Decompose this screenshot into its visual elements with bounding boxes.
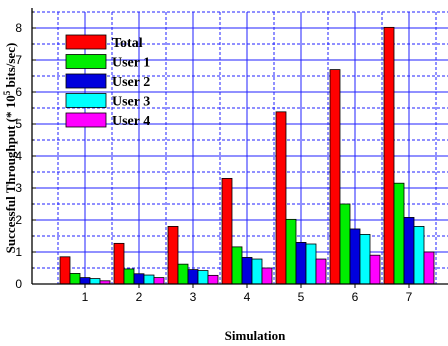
legend: Total User 1 User 2 User 3 User 4 [65, 34, 150, 129]
bar-user-1-sim-2 [123, 268, 135, 285]
bar-user-4-sim-6 [369, 254, 381, 285]
legend-label-user-2: User 2 [112, 75, 150, 90]
y-tick-label: 3 [15, 181, 22, 195]
bar-total-sim-3 [167, 225, 179, 285]
legend-swatch-user-3 [65, 93, 107, 108]
y-axis-title-exponent: 5 [2, 90, 12, 95]
y-tick-label: 0 [15, 277, 22, 291]
bar-user-4-sim-5 [315, 258, 327, 285]
x-tick-label: 1 [82, 290, 89, 304]
axes [31, 8, 448, 288]
bar-user-3-sim-3 [197, 270, 209, 285]
bar-user-2-sim-5 [295, 241, 307, 285]
x-tick-label: 4 [244, 290, 251, 304]
bar-user-3-sim-1 [89, 278, 101, 285]
bar-user-3-sim-5 [305, 243, 317, 285]
y-axis-title-suffix: bits/sec) [3, 43, 18, 91]
bar-total-sim-1 [59, 256, 71, 285]
bar-user-3-sim-2 [143, 274, 155, 285]
bar-user-4-sim-2 [153, 277, 165, 285]
legend-swatch-user-4 [65, 112, 107, 128]
tick-labels: 0 1 2 3 4 5 6 7 8 1 2 3 4 5 6 7 [15, 21, 412, 304]
bar-total-sim-4 [221, 177, 233, 285]
bar-user-2-sim-2 [133, 273, 145, 285]
x-tick-label: 7 [406, 290, 413, 304]
bar-user-2-sim-1 [79, 277, 91, 285]
bar-user-4-sim-4 [261, 267, 273, 285]
bar-user-2-sim-6 [349, 228, 361, 285]
bar-user-1-sim-7 [393, 182, 405, 285]
bar-user-2-sim-7 [403, 217, 415, 285]
x-tick-label: 2 [136, 290, 143, 304]
bar-total-sim-2 [113, 242, 125, 285]
bar-user-1-sim-6 [339, 203, 351, 285]
bar-user-3-sim-6 [359, 233, 371, 285]
bar-user-2-sim-4 [241, 257, 253, 285]
bar-total-sim-6 [329, 69, 341, 285]
bar-user-1-sim-3 [177, 263, 189, 285]
bar-user-4-sim-7 [423, 251, 435, 285]
y-axis-title: Successful Throughput (* 105 bits/sec) [2, 43, 18, 254]
bar-user-1-sim-4 [231, 246, 243, 285]
y-tick-label: 1 [15, 245, 22, 259]
y-tick-label: 6 [15, 85, 22, 99]
x-tick-label: 3 [190, 290, 197, 304]
legend-label-total: Total [112, 36, 143, 51]
legend-label-user-3: User 3 [112, 95, 150, 110]
y-tick-label: 7 [15, 53, 22, 67]
legend-swatch-total [65, 34, 107, 50]
y-tick-label: 4 [15, 149, 22, 163]
x-tick-label: 5 [298, 290, 305, 304]
bar-total-sim-7 [383, 26, 395, 285]
bar-total-sim-5 [275, 111, 287, 285]
bar-user-4-sim-3 [207, 274, 219, 285]
legend-swatch-user-2 [65, 73, 107, 89]
bar-user-1-sim-5 [285, 218, 297, 285]
y-tick-label: 2 [15, 213, 22, 227]
legend-label-user-4: User 4 [112, 114, 150, 129]
bar-user-1-sim-1 [69, 273, 81, 285]
bar-user-3-sim-7 [413, 225, 425, 285]
y-tick-label: 8 [15, 21, 22, 35]
x-axis-title: Simulation [225, 328, 286, 343]
x-tick-label: 6 [352, 290, 359, 304]
bar-user-3-sim-4 [251, 258, 263, 285]
y-axis-title-main: Successful Throughput (* 10 [3, 95, 18, 253]
bar-user-2-sim-3 [187, 269, 199, 285]
legend-swatch-user-1 [65, 54, 107, 69]
legend-label-user-1: User 1 [112, 56, 150, 71]
y-tick-label: 5 [15, 117, 22, 131]
